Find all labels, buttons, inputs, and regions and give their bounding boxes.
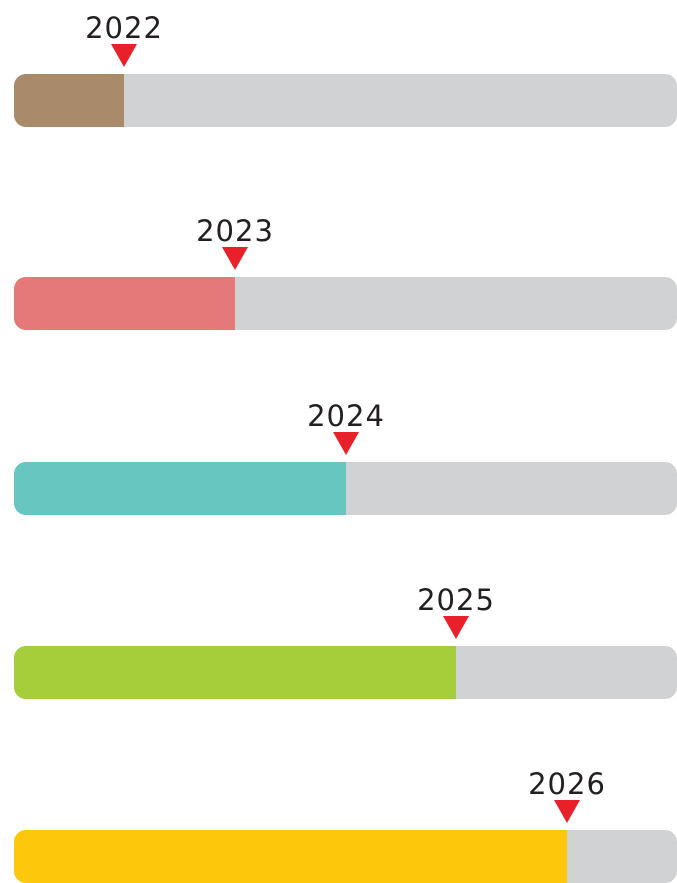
- progress-fill: [14, 277, 235, 330]
- marker-arrow: [443, 616, 469, 639]
- progress-fill: [14, 830, 567, 883]
- year-label: 2022: [85, 11, 163, 45]
- marker-arrow: [333, 432, 359, 455]
- progress-track: [14, 277, 677, 330]
- year-label: 2024: [307, 399, 385, 433]
- year-label: 2026: [528, 767, 606, 801]
- marker-arrow: [554, 800, 580, 823]
- year-label: 2025: [417, 583, 495, 617]
- marker-arrow: [111, 44, 137, 67]
- marker-arrow: [222, 247, 248, 270]
- progress-track: [14, 830, 677, 883]
- progress-track: [14, 462, 677, 515]
- progress-fill: [14, 74, 124, 127]
- progress-track: [14, 74, 677, 127]
- progress-fill: [14, 646, 456, 699]
- progress-fill: [14, 462, 346, 515]
- progress-track: [14, 646, 677, 699]
- year-label: 2023: [196, 214, 274, 248]
